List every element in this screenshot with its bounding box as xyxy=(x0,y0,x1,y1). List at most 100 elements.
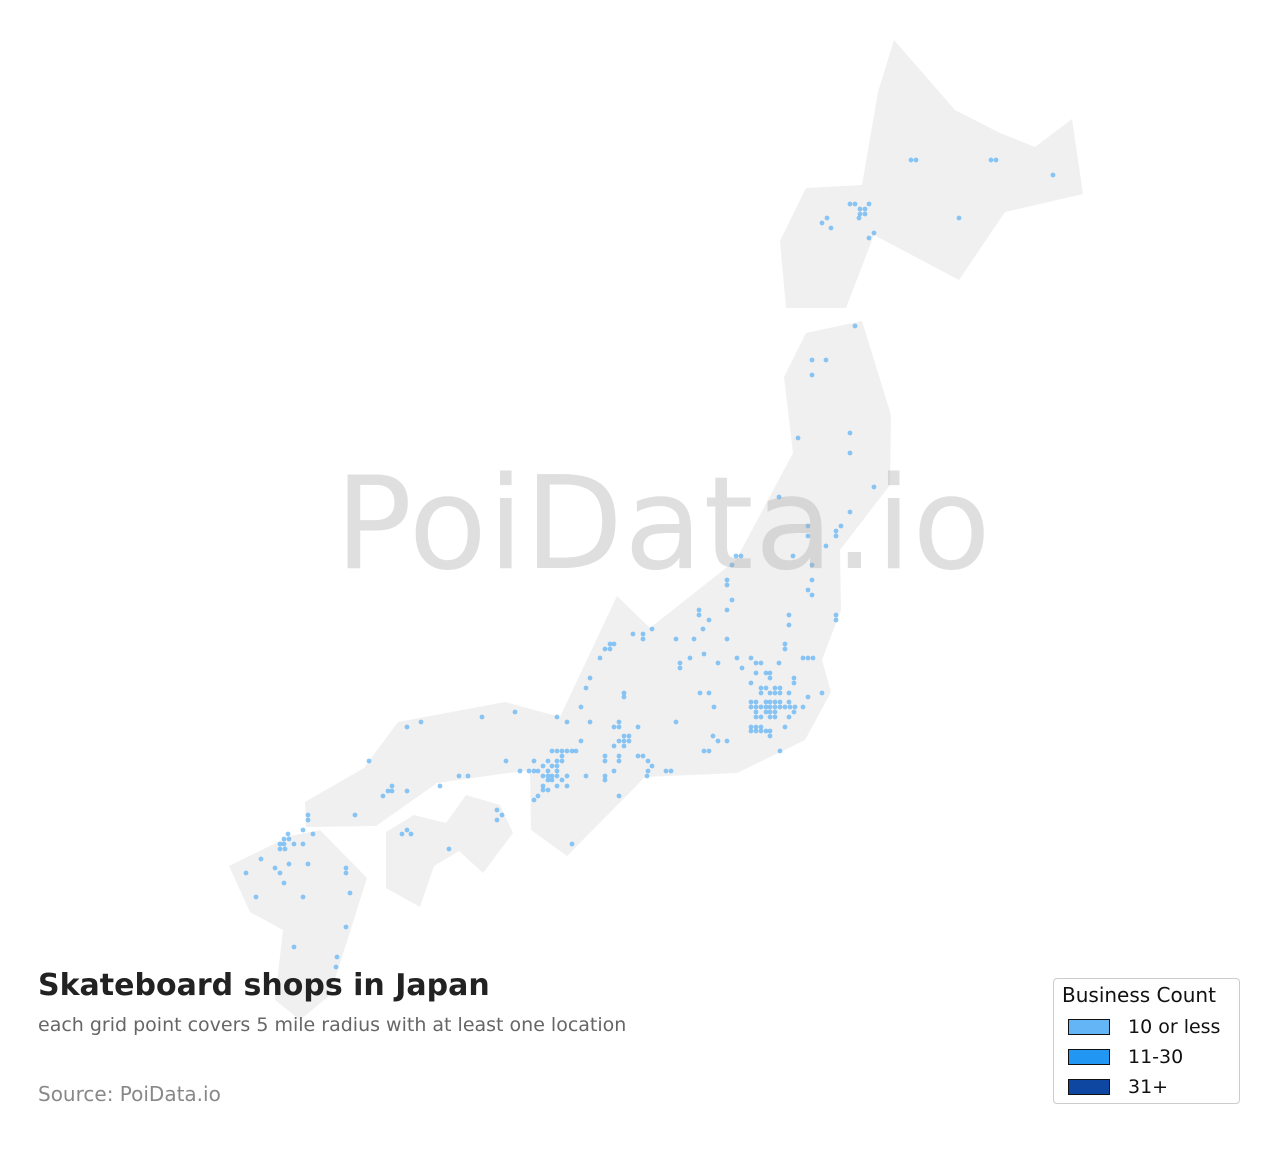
grid-point xyxy=(791,680,797,686)
grid-point xyxy=(871,230,877,236)
grid-point xyxy=(300,841,306,847)
grid-point xyxy=(531,797,537,803)
grid-point xyxy=(862,206,868,212)
grid-point xyxy=(437,783,443,789)
grid-point xyxy=(616,793,622,799)
land-layer xyxy=(229,40,1083,1020)
grid-point xyxy=(559,753,565,759)
grid-point xyxy=(494,817,500,823)
grid-point xyxy=(549,773,555,779)
grid-point xyxy=(710,733,716,739)
grid-point xyxy=(569,748,575,754)
grid-point xyxy=(621,743,627,749)
grid-point xyxy=(545,787,551,793)
grid-point xyxy=(772,690,778,696)
grid-point xyxy=(465,773,471,779)
grid-point xyxy=(767,675,773,681)
grid-point xyxy=(243,870,249,876)
grid-point xyxy=(724,636,730,642)
grid-point xyxy=(753,714,759,720)
grid-point xyxy=(535,768,541,774)
grid-point xyxy=(857,206,863,212)
grid-point xyxy=(545,773,551,779)
grid-point xyxy=(418,719,424,725)
grid-point xyxy=(645,768,651,774)
grid-point xyxy=(305,861,311,867)
grid-point xyxy=(729,597,735,603)
grid-point xyxy=(286,836,292,842)
grid-point xyxy=(277,846,283,852)
grid-point xyxy=(795,435,801,441)
grid-point xyxy=(772,704,778,710)
grid-point xyxy=(635,753,641,759)
grid-point xyxy=(758,660,764,666)
grid-point xyxy=(564,773,570,779)
legend-label: 11-30 xyxy=(1128,1046,1184,1068)
grid-point xyxy=(767,728,773,734)
grid-point xyxy=(767,714,773,720)
grid-point xyxy=(554,768,560,774)
grid-point xyxy=(258,856,264,862)
grid-point xyxy=(366,758,372,764)
grid-point xyxy=(602,777,608,783)
grid-point xyxy=(559,748,565,754)
grid-point xyxy=(809,592,815,598)
grid-point xyxy=(753,709,759,715)
grid-point xyxy=(908,157,914,163)
grid-point xyxy=(446,846,452,852)
grid-point xyxy=(772,714,778,720)
grid-point xyxy=(494,807,500,813)
grid-point xyxy=(549,763,555,769)
grid-point xyxy=(838,523,844,529)
grid-point xyxy=(852,201,858,207)
grid-point xyxy=(626,738,632,744)
grid-point xyxy=(715,660,721,666)
grid-point xyxy=(663,768,669,774)
grid-point xyxy=(805,523,811,529)
grid-point xyxy=(616,724,622,730)
grid-point xyxy=(724,607,730,613)
grid-point xyxy=(956,215,962,221)
grid-point xyxy=(782,641,788,647)
grid-point xyxy=(281,841,287,847)
grid-point xyxy=(333,964,339,970)
grid-point xyxy=(767,670,773,676)
grid-point xyxy=(805,694,811,700)
grid-point xyxy=(611,724,617,730)
grid-point xyxy=(852,323,858,329)
grid-point xyxy=(767,709,773,715)
grid-point xyxy=(993,157,999,163)
grid-point xyxy=(772,699,778,705)
grid-point xyxy=(777,699,783,705)
grid-point xyxy=(763,670,769,676)
grid-point xyxy=(404,827,410,833)
grid-point xyxy=(696,612,702,618)
grid-point xyxy=(611,743,617,749)
grid-point xyxy=(554,714,560,720)
grid-point xyxy=(871,484,877,490)
grid-point xyxy=(535,793,541,799)
grid-point xyxy=(787,704,793,710)
grid-point xyxy=(540,787,546,793)
grid-point xyxy=(554,758,560,764)
grid-point xyxy=(578,704,584,710)
grid-point xyxy=(389,783,395,789)
grid-point xyxy=(862,211,868,217)
grid-point xyxy=(767,733,773,739)
grid-point xyxy=(573,748,579,754)
legend-swatch xyxy=(1068,1049,1110,1065)
grid-point xyxy=(748,728,754,734)
grid-point xyxy=(763,709,769,715)
grid-point xyxy=(611,641,617,647)
grid-point xyxy=(706,690,712,696)
grid-point xyxy=(724,577,730,583)
grid-point xyxy=(767,704,773,710)
grid-point xyxy=(616,758,622,764)
grid-point xyxy=(772,685,778,691)
grid-point xyxy=(597,655,603,661)
grid-point xyxy=(753,670,759,676)
grid-point xyxy=(587,675,593,681)
legend-label: 31+ xyxy=(1128,1076,1169,1098)
grid-point xyxy=(343,865,349,871)
grid-point xyxy=(729,562,735,568)
